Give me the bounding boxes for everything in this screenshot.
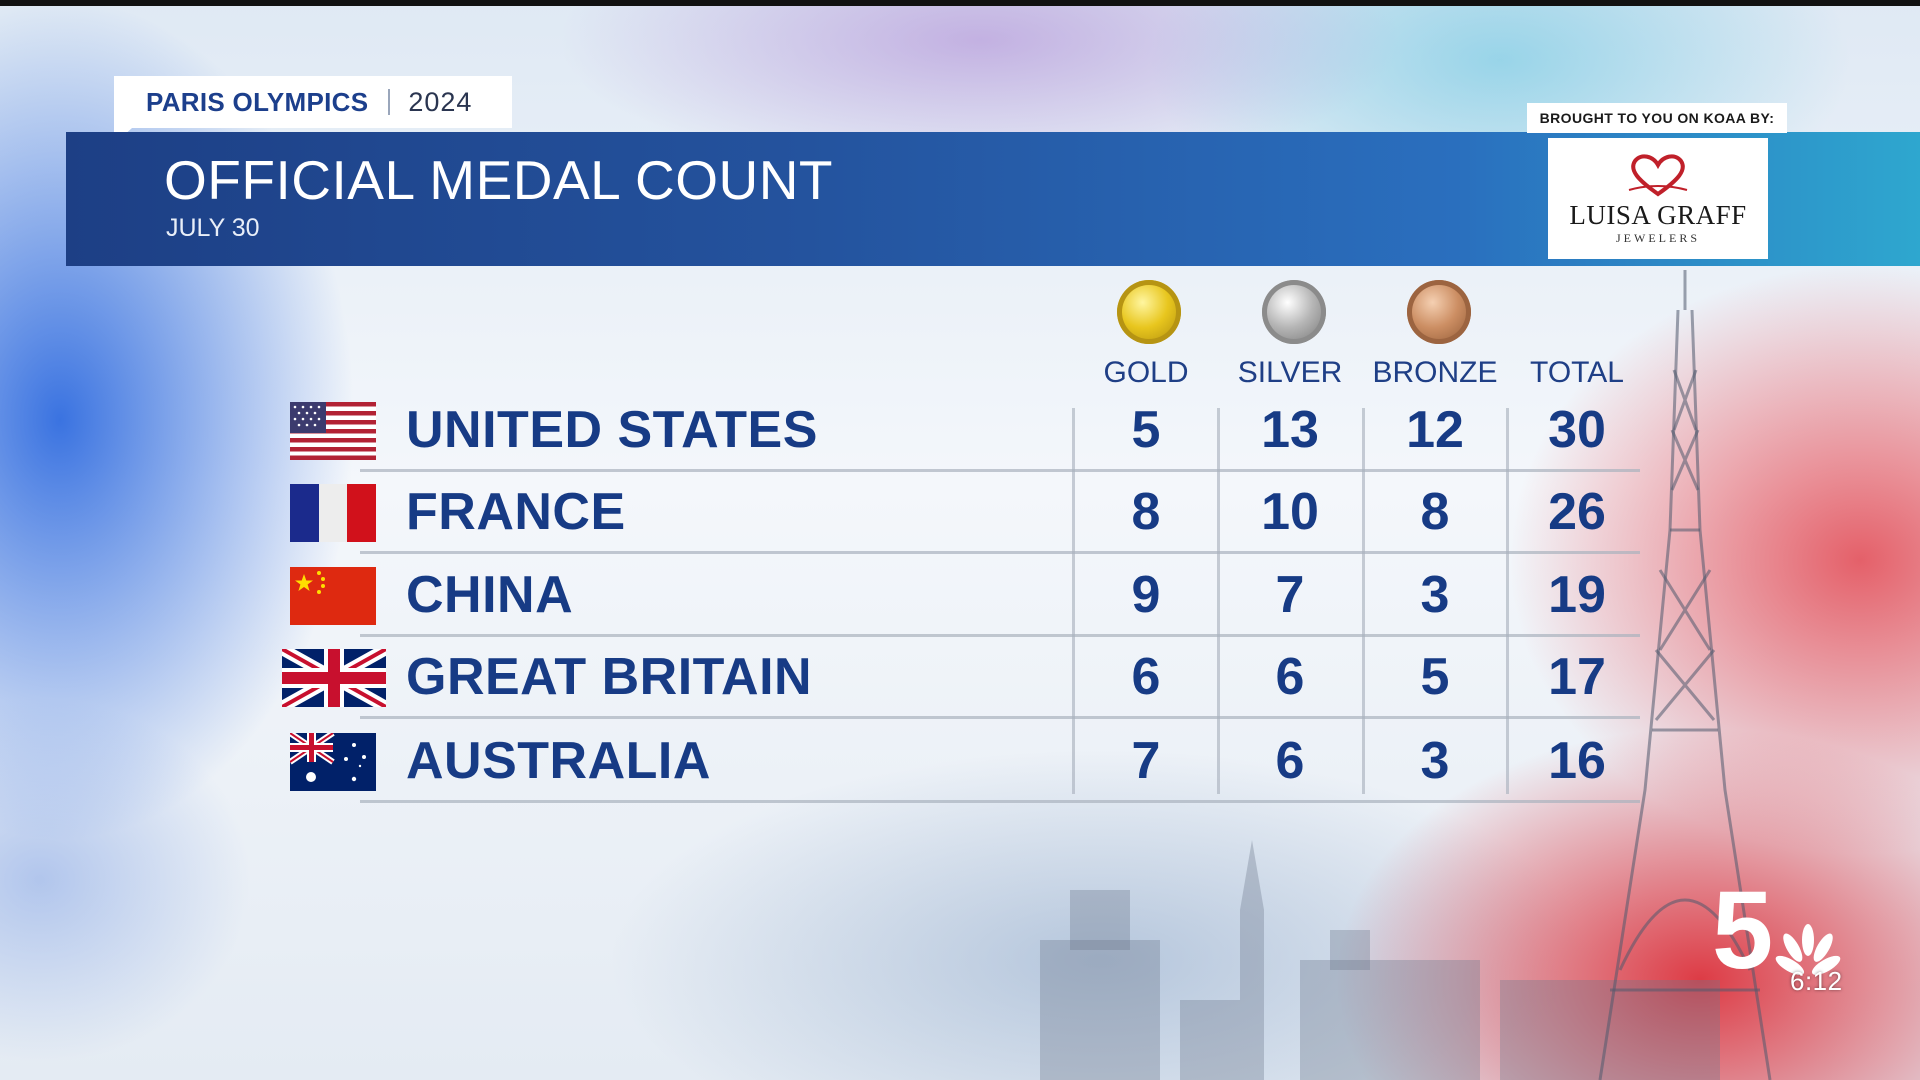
country-name: GREAT BRITAIN [406,648,813,706]
row-divider [360,469,1640,472]
gold-medal-icon [1117,280,1181,344]
country-name: UNITED STATES [406,401,818,459]
silver-count: 13 [1261,401,1319,459]
gold-count: 7 [1131,732,1161,790]
china-flag-icon [290,567,376,625]
table-row: UNITED STATES 5 13 12 30 [280,392,1640,472]
column-header-silver: SILVER [1237,356,1343,389]
sponsor-name: LUISA GRAFF [1569,199,1747,230]
france-flag-icon [290,484,376,542]
column-divider [1217,408,1220,794]
heart-icon [1628,153,1688,196]
broadcast-time: 6:12 [1790,966,1843,996]
total-count: 17 [1548,648,1606,706]
divider [388,89,391,115]
bronze-count: 3 [1420,566,1450,624]
table-row: GREAT BRITAIN 6 6 5 17 [280,639,1640,719]
column-divider [1506,408,1509,794]
silver-count: 7 [1275,566,1305,624]
row-divider [360,551,1640,554]
gold-count: 8 [1131,483,1161,541]
bronze-count: 8 [1420,483,1450,541]
column-divider [1362,408,1365,794]
total-count: 30 [1548,401,1606,459]
gold-count: 6 [1131,648,1161,706]
sponsor-subtitle: JEWELERS [1616,230,1700,245]
great-britain-flag-icon [282,649,386,707]
column-header-total: TOTAL [1530,356,1624,389]
peacock-icon [1775,924,1841,975]
event-year: 2024 [408,86,473,117]
australia-flag-icon [290,733,376,791]
total-count: 19 [1548,566,1606,624]
station-number: 5 [1712,876,1773,986]
page-title: OFFICIAL MEDAL COUNT [164,149,834,211]
silver-count: 6 [1275,648,1305,706]
silver-medal-icon [1262,280,1326,344]
column-header-gold: GOLD [1103,356,1189,389]
bronze-count: 5 [1420,648,1450,706]
row-divider [360,800,1640,803]
us-flag-icon [290,402,376,460]
country-name: AUSTRALIA [406,732,711,790]
row-divider [360,716,1640,719]
sponsor-label: BROUGHT TO YOU ON KOAA BY: [1527,103,1787,133]
date-label: JULY 30 [166,214,260,242]
sponsor-logo: LUISA GRAFF JEWELERS [1548,138,1768,259]
event-title: PARIS OLYMPICS [146,86,369,117]
gold-count: 5 [1131,401,1161,459]
silver-count: 10 [1261,483,1319,541]
bronze-count: 3 [1420,732,1450,790]
gold-count: 9 [1131,566,1161,624]
silver-count: 6 [1275,732,1305,790]
total-count: 16 [1548,732,1606,790]
table-row: FRANCE 8 10 8 26 [280,474,1640,554]
row-divider [360,634,1640,637]
eiffel-tower-image [1598,270,1772,1080]
table-row: CHINA 9 7 3 19 [280,557,1640,637]
country-name: CHINA [406,566,574,624]
top-border [0,0,1920,6]
total-count: 26 [1548,483,1606,541]
event-tab: PARIS OLYMPICS 2024 [114,76,512,128]
column-divider [1072,408,1075,794]
bronze-count: 12 [1406,401,1464,459]
column-header-bronze: BRONZE [1372,356,1498,389]
table-row: AUSTRALIA 7 6 3 16 [280,723,1640,803]
bronze-medal-icon [1407,280,1471,344]
country-name: FRANCE [406,483,626,541]
paris-skyline-image [1040,840,1720,1080]
station-logo: 5 [1712,876,1841,986]
